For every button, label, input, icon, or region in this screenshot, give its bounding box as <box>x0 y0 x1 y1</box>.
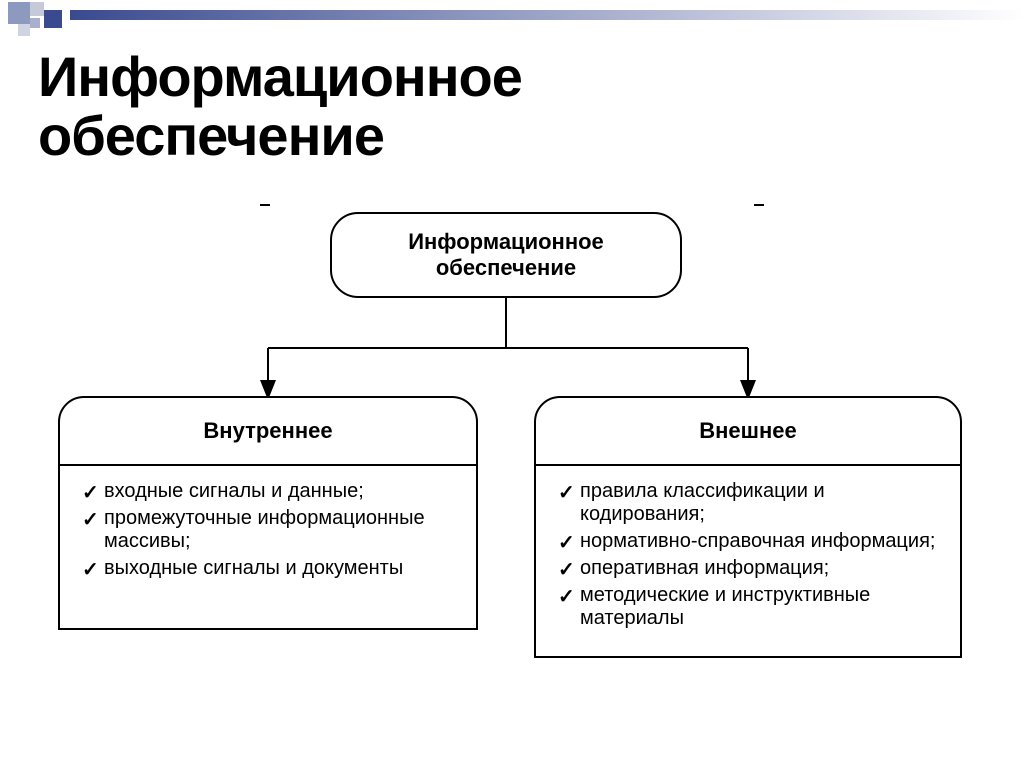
branch-list-item: выходные сигналы и документы <box>82 557 460 580</box>
title-line-2: обеспечение <box>38 104 384 167</box>
deco-square <box>30 2 44 16</box>
slide-decoration <box>0 0 1024 24</box>
root-label-1: Информационное <box>408 229 604 254</box>
branch-list: входные сигналы и данные; промежуточные и… <box>82 480 460 580</box>
branch-body: входные сигналы и данные; промежуточные и… <box>58 466 478 630</box>
deco-square <box>8 2 30 24</box>
title-line-1: Информационное <box>38 45 522 108</box>
branch-list: правила классификации и кодирования; норм… <box>558 480 944 630</box>
branch-header-label: Внешнее <box>699 418 797 444</box>
branch-list-item: входные сигналы и данные; <box>82 480 460 503</box>
branch-header: Внешнее <box>534 396 962 466</box>
branch-list-item: методические и инструктивные материалы <box>558 584 944 630</box>
branch-header: Внутреннее <box>58 396 478 466</box>
root-label-2: обеспечение <box>436 255 576 280</box>
slide-title: Информационное обеспечение <box>38 48 522 166</box>
deco-square <box>18 24 30 36</box>
branch-body: правила классификации и кодирования; норм… <box>534 466 962 658</box>
diagram: Информационное обеспечение Внутреннее вхо… <box>0 200 1024 760</box>
branch-list-item: оперативная информация; <box>558 557 944 580</box>
branch-list-item: правила классификации и кодирования; <box>558 480 944 526</box>
tick-mark <box>754 204 764 206</box>
deco-square <box>30 18 40 28</box>
deco-square <box>44 10 62 28</box>
branch-list-item: промежуточные информационные массивы; <box>82 507 460 553</box>
branch-header-label: Внутреннее <box>203 418 332 444</box>
branch-list-item: нормативно-справочная информация; <box>558 530 944 553</box>
root-node: Информационное обеспечение <box>330 212 682 298</box>
tick-mark <box>260 204 270 206</box>
gradient-bar <box>70 10 1024 20</box>
